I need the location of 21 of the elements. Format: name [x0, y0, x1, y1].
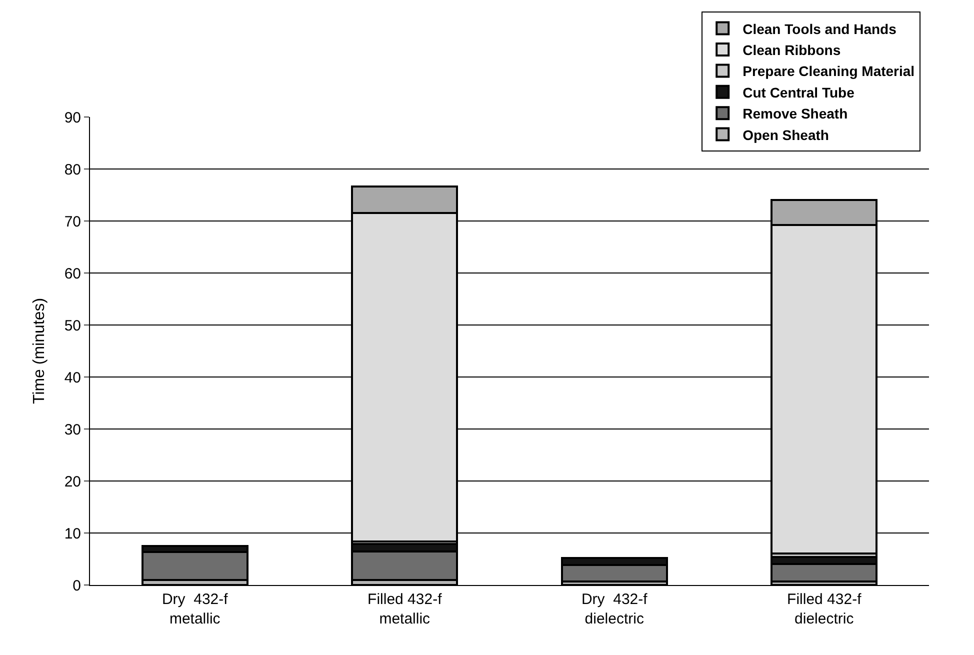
y-tick-label: 80 — [64, 161, 81, 178]
legend-label: Remove Sheath — [742, 106, 848, 122]
x-tick-label: Dry 432-f dielectric — [581, 591, 648, 628]
y-axis-title: Time (minutes) — [31, 298, 48, 404]
x-tick-label: Filled 432-f dielectric — [787, 591, 862, 628]
legend-label: Cut Central Tube — [742, 84, 855, 100]
y-tick-label: 40 — [64, 369, 81, 386]
y-tick-label: 0 — [72, 577, 81, 594]
y-tick-label: 20 — [64, 473, 81, 490]
legend-label: Clean Ribbons — [742, 42, 841, 58]
x-tick-label: Dry 432-f metallic — [162, 591, 229, 628]
x-tick-label: Filled 432-f metallic — [368, 591, 443, 628]
legend-label: Open Sheath — [742, 126, 829, 143]
y-tick-label: 10 — [64, 525, 81, 542]
y-tick-label: 50 — [64, 317, 81, 334]
y-tick-label: 30 — [64, 421, 81, 438]
legend-label: Clean Tools and Hands — [742, 20, 897, 37]
y-tick-label: 90 — [64, 109, 81, 126]
y-tick-label: 70 — [64, 213, 81, 230]
y-tick-label: 60 — [64, 265, 81, 282]
legend-label: Prepare Cleaning Material — [742, 63, 915, 80]
